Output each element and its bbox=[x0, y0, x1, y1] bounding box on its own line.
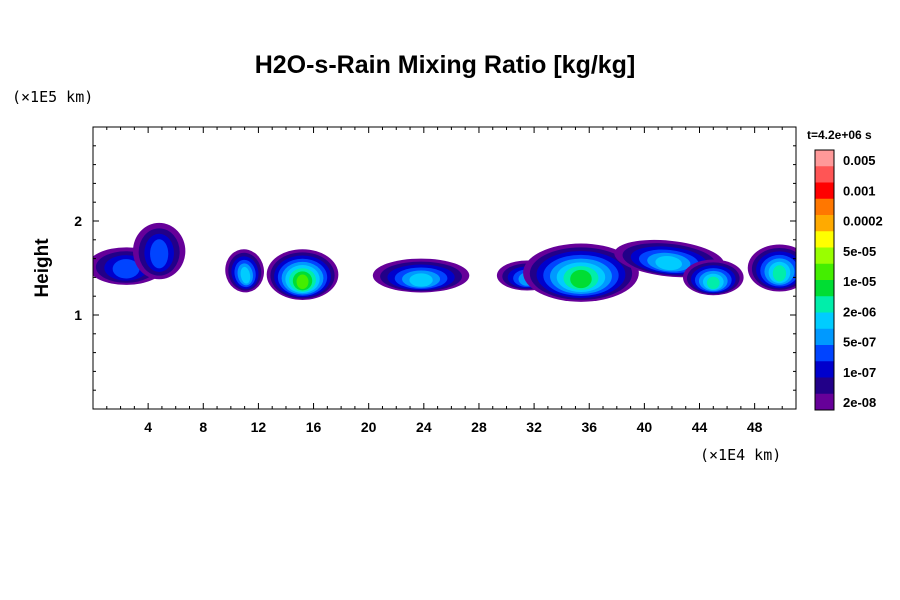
colorbar: 0.005 0.001 0.0002 5e-05 1e-05 2e-06 5e-07 1e-0… bbox=[814, 149, 883, 411]
x-tick-label: 8 bbox=[199, 419, 207, 435]
colorbar-swatch bbox=[815, 182, 834, 200]
contour-level bbox=[240, 266, 251, 284]
y-tick-label: 2 bbox=[74, 213, 82, 229]
x-tick-label: 28 bbox=[471, 419, 487, 435]
colorbar-swatch bbox=[815, 150, 834, 167]
colorbar-label: 5e-05 bbox=[843, 244, 876, 259]
contour-level bbox=[706, 276, 720, 290]
colorbar-label: 0.005 bbox=[843, 153, 876, 168]
colorbar-label: 2e-08 bbox=[843, 395, 876, 410]
y-tick-label: 1 bbox=[74, 307, 82, 323]
x-tick-label: 24 bbox=[416, 419, 432, 435]
x-tick-label: 44 bbox=[692, 419, 708, 435]
colorbar-swatch bbox=[815, 231, 834, 248]
colorbar-label: 2e-06 bbox=[843, 304, 876, 319]
time-label: t=4.2e+06 s bbox=[807, 128, 872, 142]
colorbar-swatch bbox=[815, 296, 834, 313]
x-tick-label: 16 bbox=[306, 419, 322, 435]
contour-level bbox=[655, 256, 683, 271]
colorbar-swatch bbox=[815, 345, 834, 362]
rain-cell bbox=[372, 258, 470, 293]
contour-level bbox=[296, 274, 309, 290]
contour-level bbox=[570, 269, 592, 289]
colorbar-swatch bbox=[815, 377, 834, 395]
x-unit-label: (×1E4 km) bbox=[700, 446, 781, 464]
colorbar-swatch bbox=[815, 393, 834, 411]
contour-level bbox=[150, 239, 169, 269]
rain-cell bbox=[132, 222, 186, 280]
colorbar-swatch bbox=[815, 263, 834, 281]
x-tick-label: 48 bbox=[747, 419, 763, 435]
contour-level bbox=[772, 265, 787, 282]
colorbar-frame bbox=[814, 149, 835, 411]
rain-cell bbox=[266, 249, 339, 300]
contour-level bbox=[112, 259, 140, 279]
rain-cell bbox=[682, 259, 744, 296]
contour-level bbox=[409, 273, 433, 287]
colorbar-swatch bbox=[815, 328, 834, 346]
x-tick-label: 36 bbox=[581, 419, 597, 435]
rain-cell bbox=[225, 249, 264, 293]
colorbar-label: 1e-05 bbox=[843, 274, 876, 289]
x-tick-label: 40 bbox=[637, 419, 653, 435]
plot-frame bbox=[92, 126, 797, 410]
rain-cell bbox=[523, 243, 639, 302]
x-tick-label: 32 bbox=[526, 419, 542, 435]
colorbar-label: 0.0002 bbox=[843, 214, 883, 229]
chart-title: H2O-s-Rain Mixing Ratio [kg/kg] bbox=[255, 51, 636, 79]
colorbar-swatch bbox=[815, 361, 834, 378]
colorbar-swatch bbox=[815, 215, 834, 232]
x-tick-label: 20 bbox=[361, 419, 377, 435]
x-tick-label: 4 bbox=[144, 419, 152, 435]
colorbar-swatch bbox=[815, 247, 834, 265]
colorbar-label: 1e-07 bbox=[843, 365, 876, 380]
colorbar-label: 5e-07 bbox=[843, 335, 876, 350]
colorbar-label: 0.001 bbox=[843, 183, 876, 198]
colorbar-swatch bbox=[815, 166, 834, 183]
rain-cell bbox=[747, 244, 796, 292]
contour-field bbox=[93, 222, 796, 302]
colorbar-swatch bbox=[815, 198, 834, 216]
x-tick-label: 12 bbox=[251, 419, 267, 435]
y-unit-label: (×1E5 km) bbox=[12, 88, 93, 106]
colorbar-swatch bbox=[815, 280, 834, 297]
y-axis-label: Height bbox=[32, 238, 53, 298]
colorbar-swatch bbox=[815, 312, 834, 330]
